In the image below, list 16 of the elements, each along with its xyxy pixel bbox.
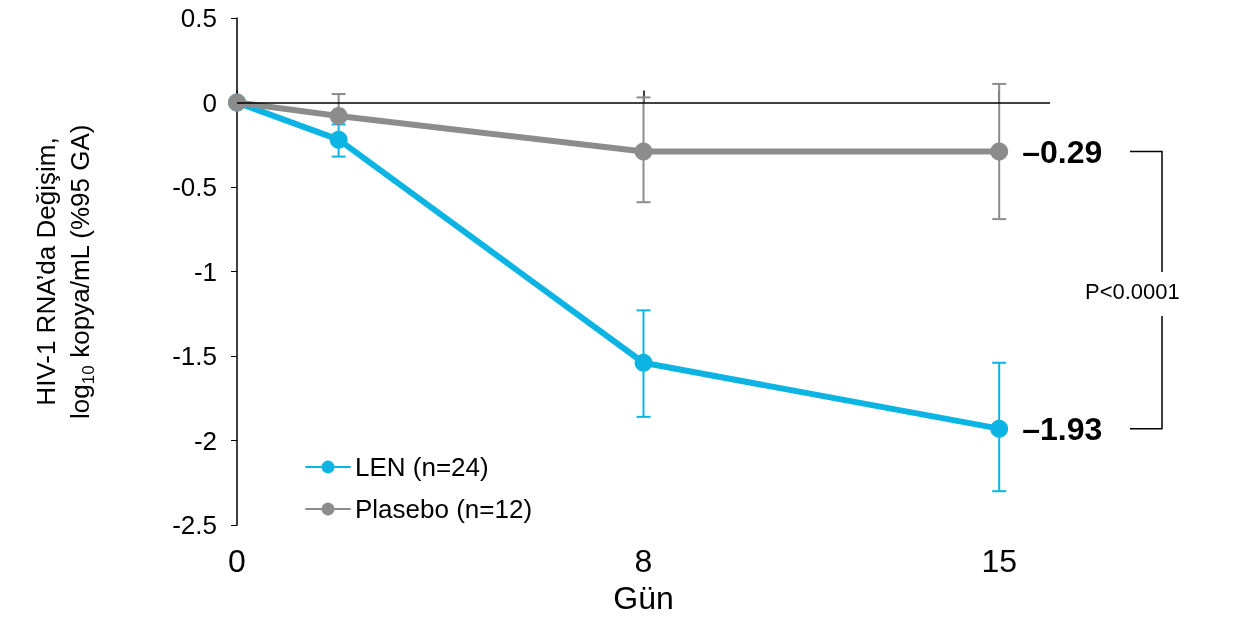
x-tick-label: 0 xyxy=(228,543,246,579)
data-label: –1.93 xyxy=(1022,410,1103,447)
y-tick-label: -2 xyxy=(193,425,217,456)
y-tick-label: -1 xyxy=(193,256,217,287)
legend-label: Plasebo (n=12) xyxy=(355,494,533,524)
data-label: –0.29 xyxy=(1022,133,1103,170)
y-tick-label: -1.5 xyxy=(172,341,217,371)
y-tick-label: 0.5 xyxy=(180,3,217,33)
x-tick-label: 15 xyxy=(981,543,1017,579)
x-tick-label: 8 xyxy=(634,543,653,579)
y-tick-label: -2.5 xyxy=(172,510,217,540)
x-axis-title: Gün xyxy=(613,579,674,616)
text: P<0.0001 xyxy=(1085,278,1180,304)
y-tick-label: 0 xyxy=(202,87,217,118)
legend-label: LEN (n=24) xyxy=(355,452,489,482)
y-tick-label: -0.5 xyxy=(172,172,217,202)
